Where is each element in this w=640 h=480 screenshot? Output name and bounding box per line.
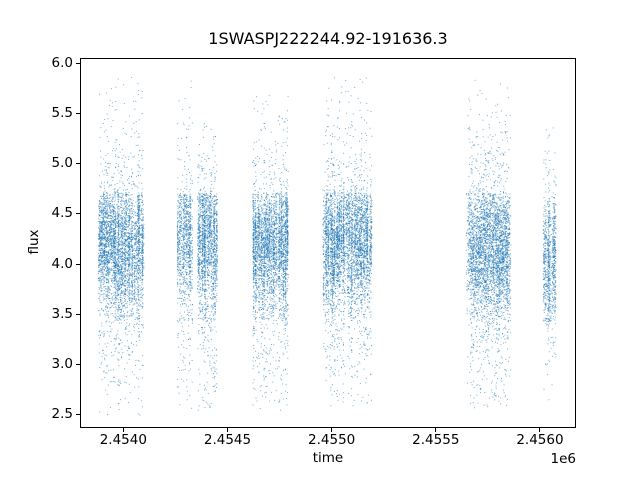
x-tick-label: 2.4540 — [99, 432, 147, 448]
y-tick-label: 2.5 — [51, 405, 73, 422]
x-tick-mark — [331, 427, 333, 432]
y-axis-label: flux — [26, 229, 42, 255]
y-tick-label: 6.0 — [51, 55, 73, 72]
x-tick-mark — [539, 427, 541, 432]
x-tick-label: 2.4550 — [308, 432, 356, 448]
y-tick-label: 5.5 — [51, 105, 73, 122]
x-tick-label: 2.4555 — [412, 432, 460, 448]
x-tick-label: 2.4560 — [516, 432, 564, 448]
y-tick-mark — [76, 213, 80, 215]
y-tick-mark — [76, 63, 80, 65]
chart-title: 1SWASPJ222244.92-191636.3 — [208, 29, 448, 48]
x-tick-mark — [122, 427, 124, 432]
x-tick-label: 2.4545 — [203, 432, 252, 448]
x-tick-mark — [435, 427, 437, 432]
x-tick-mark — [226, 427, 228, 432]
plot-frame — [80, 57, 576, 428]
y-tick-mark — [76, 363, 80, 365]
scatter-canvas — [80, 57, 576, 428]
y-tick-mark — [76, 413, 80, 415]
axis-offset-label: 1e6 — [550, 451, 576, 467]
y-tick-label: 3.0 — [51, 355, 73, 372]
y-tick-mark — [76, 263, 80, 265]
y-tick-label: 5.0 — [51, 155, 73, 172]
x-axis-label: time — [312, 450, 344, 466]
y-tick-mark — [76, 313, 80, 315]
y-tick-label: 3.5 — [51, 305, 73, 322]
y-tick-mark — [76, 163, 80, 165]
y-tick-label: 4.0 — [51, 255, 73, 272]
y-tick-mark — [76, 113, 80, 115]
y-tick-label: 4.5 — [51, 205, 73, 222]
